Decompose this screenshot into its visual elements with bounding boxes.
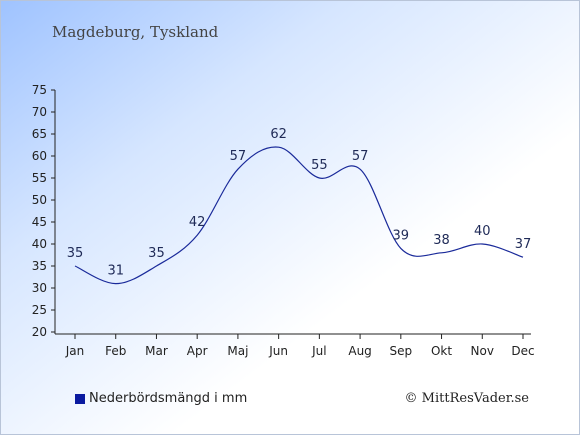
x-tick-label: Jul [311,344,326,358]
data-label: 35 [67,246,84,261]
y-tick-label: 45 [32,215,47,229]
data-point [74,265,77,268]
x-tick-label: Feb [105,344,126,358]
data-point [481,243,484,246]
data-point [522,256,525,259]
x-tick-label: Jun [268,344,288,358]
data-point [399,247,402,250]
data-label: 37 [515,237,532,252]
legend: Nederbördsmängd i mm [75,391,247,406]
data-label: 55 [311,158,328,173]
data-label: 57 [352,149,369,164]
y-tick-label: 50 [32,193,47,207]
data-point [440,251,443,254]
data-point [196,234,199,237]
y-tick-label: 75 [32,83,47,97]
x-tick-label: Maj [227,344,248,358]
y-tick-label: 65 [32,127,47,141]
y-tick-label: 30 [32,281,47,295]
data-label: 62 [270,127,287,142]
x-tick-label: Nov [471,344,494,358]
chart-series [74,146,525,285]
data-label: 42 [189,215,206,230]
series-line [74,146,524,285]
y-tick-label: 35 [32,259,47,273]
x-tick-label: Jan [65,344,85,358]
data-label: 40 [474,224,491,239]
y-tick-label: 25 [32,303,47,317]
x-tick-label: Okt [431,344,452,358]
data-label: 57 [230,149,247,164]
x-tick-label: Mar [145,344,168,358]
y-tick-label: 70 [32,105,47,119]
legend-label: Nederbördsmängd i mm [89,391,248,406]
data-point [114,282,117,285]
data-label: 31 [107,264,124,279]
x-tick-label: Sep [390,344,413,358]
data-label: 38 [433,233,450,248]
y-tick-label: 60 [32,149,47,163]
legend-swatch [75,393,85,404]
chart-axes: 20 25 30 35 40 45 50 55 60 65 70 75 Jan Feb Mar Apr Maj J… [32,83,535,358]
y-tick-label: 20 [32,325,47,339]
chart-data-labels: 35 31 35 42 57 62 55 57 39 38 40 37 [67,127,532,278]
x-tick-label: Dec [511,344,534,358]
data-label: 39 [393,228,410,243]
x-tick-label: Apr [187,344,208,358]
chart-title: Magdeburg, Tyskland [52,23,219,41]
data-point [318,177,321,180]
data-point [277,146,280,149]
x-tick-label: Aug [348,344,371,358]
y-tick-label: 40 [32,237,47,251]
data-point [359,168,362,171]
data-point [155,265,158,268]
data-label: 35 [148,246,165,261]
y-tick-label: 55 [32,171,47,185]
data-point [236,168,239,171]
credit-text: © MittResVader.se [404,391,529,406]
